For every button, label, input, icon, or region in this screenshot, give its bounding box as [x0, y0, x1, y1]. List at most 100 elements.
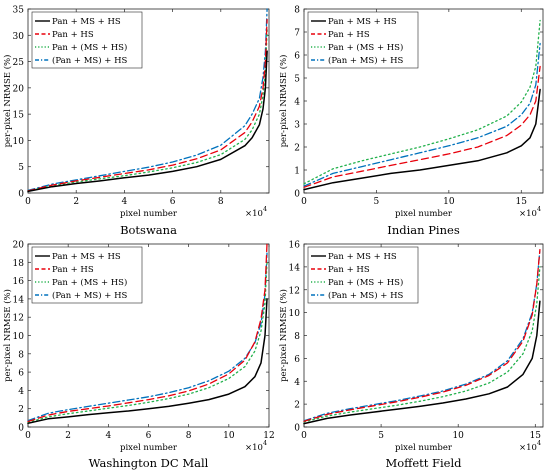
- x-tick-label: 10: [443, 197, 455, 207]
- y-tick-label: 20: [13, 241, 25, 251]
- x-tick-label: 6: [146, 431, 152, 441]
- y-tick-label: 4: [294, 98, 300, 108]
- y-tick-label: 2: [294, 144, 300, 154]
- x-tick-label: 2: [73, 197, 79, 207]
- x-tick-label: 0: [301, 431, 307, 441]
- legend-label-3: Pan + (MS + HS): [328, 42, 403, 53]
- legend-box: [307, 246, 419, 304]
- legend-label-2: Pan + HS: [52, 30, 94, 40]
- x-tick-label: 0: [25, 197, 31, 207]
- y-tick-label: 2: [294, 401, 300, 411]
- chart-title: Indian Pines: [387, 223, 460, 237]
- chart-title: Moffett Field: [385, 456, 462, 470]
- legend-label-1: Pan + MS + HS: [52, 252, 121, 262]
- legend-box: [31, 11, 143, 69]
- series-line-3: [27, 29, 268, 192]
- y-tick-label: 4: [294, 378, 300, 388]
- y-tick-label: 6: [294, 52, 300, 62]
- y-tick-label: 8: [294, 332, 300, 342]
- series-line-4: [27, 252, 268, 422]
- series-line-4: [27, 8, 268, 192]
- x-axis-label: pixel number: [395, 443, 453, 453]
- y-axis-label: per-pixel NRMSE (%): [2, 55, 13, 148]
- x-axis-label: pixel number: [120, 209, 178, 219]
- legend-box: [31, 246, 143, 304]
- series-line-1: [27, 50, 268, 193]
- x-axis-label: pixel number: [120, 443, 178, 453]
- legend-label-4: (Pan + MS) + HS: [328, 290, 404, 301]
- x-tick-label: 5: [378, 431, 384, 441]
- y-axis-label: per-pixel NRMSE (%): [2, 289, 13, 382]
- y-tick-label: 16: [13, 277, 25, 287]
- legend-label-3: Pan + (MS + HS): [52, 277, 127, 288]
- y-tick-label: 25: [13, 58, 25, 68]
- series-line-3: [303, 19, 541, 185]
- y-tick-label: 18: [13, 259, 25, 269]
- y-tick-label: 12: [289, 286, 300, 296]
- y-tick-label: 0: [18, 190, 24, 200]
- legend-label-4: (Pan + MS) + HS: [52, 55, 128, 66]
- x-tick-label: 10: [452, 431, 464, 441]
- legend-label-1: Pan + MS + HS: [52, 17, 121, 27]
- y-tick-label: 6: [18, 369, 24, 379]
- y-axis-label: per-pixel NRMSE (%): [278, 55, 289, 148]
- y-tick-label: 3: [294, 121, 300, 131]
- x-tick-label: 8: [218, 197, 224, 207]
- legend-label-2: Pan + HS: [328, 30, 370, 40]
- y-tick-label: 14: [289, 263, 301, 273]
- x-tick-label: 15: [516, 197, 528, 207]
- y-tick-label: 1: [294, 167, 300, 177]
- x-multiplier-exponent: 4: [537, 205, 541, 213]
- x-axis-label: pixel number: [395, 209, 453, 219]
- x-tick-label: 8: [186, 431, 192, 441]
- x-tick-label: 0: [301, 197, 307, 207]
- series-line-1: [303, 88, 541, 191]
- x-tick-label: 12: [263, 431, 274, 441]
- legend-label-4: (Pan + MS) + HS: [328, 55, 404, 66]
- chart-title: Botswana: [120, 223, 177, 237]
- series-line-4: [303, 249, 541, 422]
- y-tick-label: 0: [294, 424, 300, 434]
- y-tick-label: 4: [18, 387, 24, 397]
- chart-title: Washington DC Mall: [89, 456, 209, 470]
- y-tick-label: 0: [18, 424, 24, 434]
- series-line-2: [303, 65, 541, 188]
- y-tick-label: 12: [13, 314, 24, 324]
- y-tick-label: 10: [13, 332, 25, 342]
- y-tick-label: 15: [13, 111, 25, 121]
- y-tick-label: 8: [18, 350, 24, 360]
- y-tick-label: 8: [294, 6, 300, 16]
- x-tick-label: 0: [25, 431, 31, 441]
- y-tick-label: 6: [294, 355, 300, 365]
- legend-box: [307, 11, 419, 69]
- legend-label-2: Pan + HS: [328, 265, 370, 275]
- x-tick-label: 15: [530, 431, 542, 441]
- y-tick-label: 10: [13, 137, 25, 147]
- series-line-3: [303, 266, 541, 423]
- x-tick-label: 2: [65, 431, 71, 441]
- y-tick-label: 16: [289, 241, 301, 251]
- x-multiplier-label: ×10: [245, 443, 263, 453]
- x-tick-label: 4: [122, 197, 128, 207]
- x-tick-label: 6: [170, 197, 176, 207]
- series-line-2: [303, 249, 541, 422]
- series-line-3: [27, 261, 268, 424]
- y-tick-label: 35: [13, 6, 25, 16]
- x-multiplier-label: ×10: [519, 443, 537, 453]
- y-tick-label: 7: [294, 29, 300, 39]
- y-tick-label: 0: [294, 190, 300, 200]
- x-multiplier-label: ×10: [245, 209, 263, 219]
- x-multiplier-label: ×10: [519, 209, 537, 219]
- x-multiplier-exponent: 4: [537, 439, 541, 447]
- series-line-2: [27, 18, 268, 192]
- y-tick-label: 30: [13, 32, 25, 42]
- x-multiplier-exponent: 4: [263, 205, 267, 213]
- series-line-1: [303, 300, 541, 425]
- series-line-4: [303, 42, 541, 187]
- legend-label-3: Pan + (MS + HS): [328, 277, 403, 288]
- x-multiplier-exponent: 4: [263, 439, 267, 447]
- x-tick-label: 10: [223, 431, 235, 441]
- legend-label-4: (Pan + MS) + HS: [52, 290, 128, 301]
